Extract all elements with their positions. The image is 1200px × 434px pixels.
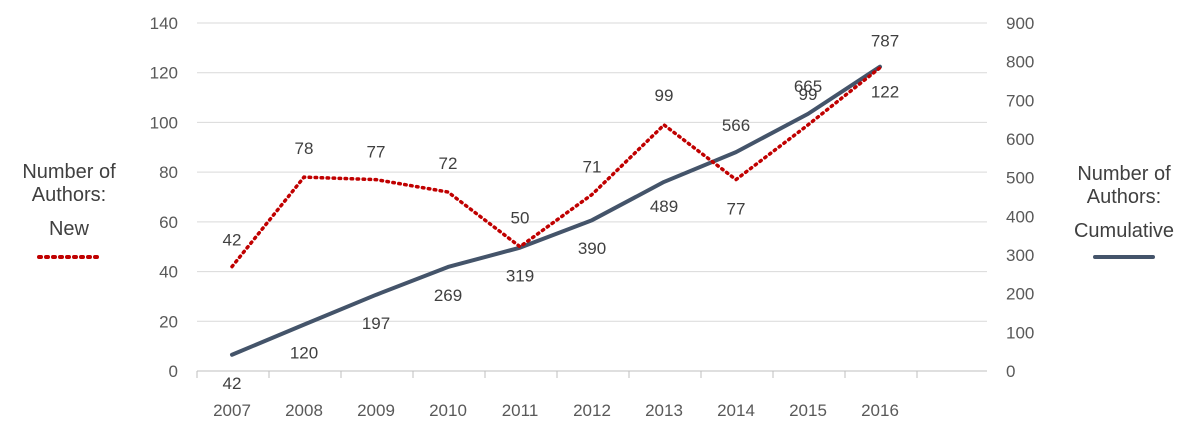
data-label-new: 72: [439, 154, 458, 173]
data-label-cumulative: 197: [362, 314, 390, 333]
data-label-cumulative: 42: [223, 374, 242, 393]
x-axis: 2007 2008 2009 2010 2011 2012 2013 2014 2015 2016: [196, 371, 918, 420]
x-tick-label: 2012: [573, 401, 611, 420]
x-tick-label: 2015: [789, 401, 827, 420]
data-label-new: 99: [799, 85, 818, 104]
legend-cumulative-line2: Authors:: [1087, 186, 1161, 208]
legend-new: Number of Authors: New: [22, 161, 116, 259]
series-line-cumulative: [230, 64, 882, 357]
left-tick-label: 120: [150, 64, 178, 83]
data-label-new: 42: [223, 231, 242, 250]
left-tick-label: 100: [150, 113, 178, 132]
series-lines: [230, 64, 882, 357]
right-tick-label: 400: [1006, 207, 1034, 226]
data-label-new: 122: [871, 83, 899, 102]
data-label-cumulative: 787: [871, 32, 899, 51]
data-label-cumulative: 566: [722, 116, 750, 135]
data-label-cumulative: 489: [650, 197, 678, 216]
right-tick-label: 800: [1006, 53, 1034, 72]
right-tick-label: 500: [1006, 169, 1034, 188]
legend-new-line3: New: [49, 218, 90, 240]
legend-cumulative-line1: Number of: [1077, 163, 1171, 185]
data-label-cumulative: 319: [506, 267, 534, 286]
right-tick-label: 900: [1006, 14, 1034, 33]
left-axis-ticks: 0 20 40 60 80 100 120 140: [150, 14, 178, 381]
left-tick-label: 60: [159, 213, 178, 232]
right-tick-label: 700: [1006, 91, 1034, 110]
left-tick-label: 40: [159, 263, 178, 282]
legend-cumulative-line3: Cumulative: [1074, 220, 1174, 242]
data-label-new: 71: [583, 158, 602, 177]
data-label-new: 99: [655, 86, 674, 105]
x-tick-label: 2016: [861, 401, 899, 420]
x-tick-label: 2007: [213, 401, 251, 420]
data-label-cumulative: 665: [794, 77, 822, 96]
data-label-cumulative: 120: [290, 344, 318, 363]
right-tick-label: 600: [1006, 130, 1034, 149]
legend-new-line2: Authors:: [32, 184, 106, 206]
data-label-new: 77: [727, 200, 746, 219]
gridlines: [197, 22, 987, 372]
data-label-new: 50: [511, 209, 530, 228]
right-tick-label: 200: [1006, 285, 1034, 304]
x-tick-label: 2013: [645, 401, 683, 420]
x-tick-label: 2011: [502, 401, 539, 420]
data-label-new: 78: [295, 139, 314, 158]
data-labels: 42 78 77 72 50 71 99 77 99 122 42 120 197 269 319 390 48…: [223, 32, 900, 393]
legend-new-line1: Number of: [22, 161, 116, 183]
x-tick-label: 2009: [357, 401, 395, 420]
left-tick-label: 0: [169, 362, 178, 381]
x-tick-label: 2010: [429, 401, 467, 420]
data-label-cumulative: 269: [434, 286, 462, 305]
legend-cumulative: Number of Authors: Cumulative: [1074, 163, 1174, 259]
left-tick-label: 140: [150, 14, 178, 33]
right-tick-label: 100: [1006, 323, 1034, 342]
series-line-new: [230, 65, 882, 269]
x-tick-label: 2008: [285, 401, 323, 420]
right-axis-ticks: 0 100 200 300 400 500 600 700 800 900: [1006, 14, 1034, 381]
data-label-cumulative: 390: [578, 239, 606, 258]
data-label-new: 77: [367, 143, 386, 162]
left-tick-label: 20: [159, 312, 178, 331]
right-tick-label: 0: [1006, 362, 1015, 381]
x-tick-label: 2014: [717, 401, 755, 420]
left-tick-label: 80: [159, 163, 178, 182]
right-tick-label: 300: [1006, 246, 1034, 265]
